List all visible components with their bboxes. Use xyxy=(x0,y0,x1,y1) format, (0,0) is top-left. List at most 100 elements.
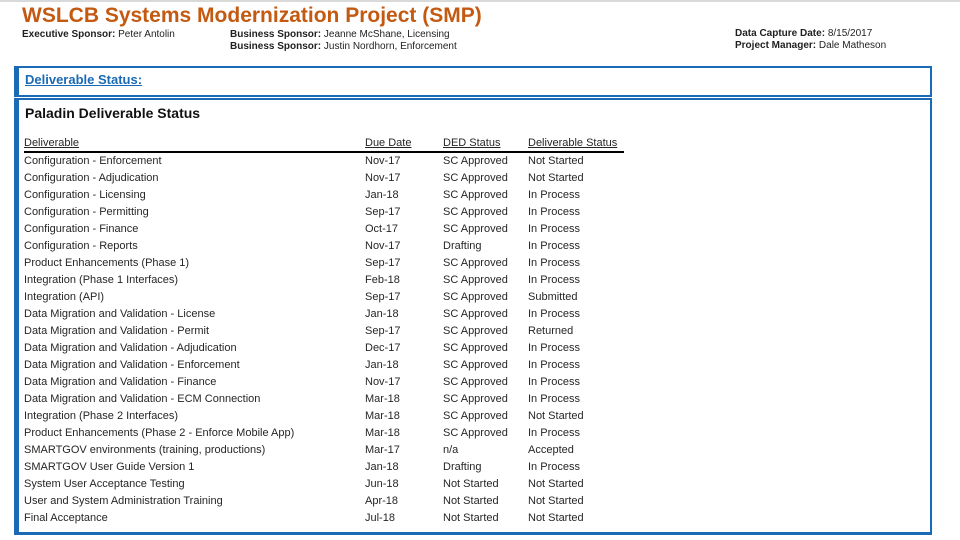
table-row: Final Acceptance Jul-18 Not Started Not Sta… xyxy=(24,509,624,526)
cell-deliverable: SMARTGOV environments (training, product… xyxy=(24,443,266,456)
business-sponsor-1-label: Business Sponsor: xyxy=(230,29,322,40)
column-header-deliverable: Deliverable xyxy=(24,133,365,153)
table-row: Data Migration and Validation - License J… xyxy=(24,305,624,322)
cell-deliverable: Configuration - Adjudication xyxy=(24,171,159,184)
cell-due-date: Nov-17 xyxy=(365,239,401,252)
cell-ded-status: Drafting xyxy=(443,239,482,252)
table-row: Configuration - Reports Nov-17 Drafting In … xyxy=(24,237,624,254)
cell-due-date: Oct-17 xyxy=(365,222,399,235)
cell-deliverable-status: Not Started xyxy=(528,155,584,167)
business-sponsor-2-value: Justin Nordhorn, Enforcement xyxy=(323,41,457,52)
project-manager-label: Project Manager: xyxy=(735,40,817,51)
cell-due-date: Jul-18 xyxy=(365,511,395,524)
cell-deliverable: Configuration - Finance xyxy=(24,222,139,235)
cell-due-date: Mar-18 xyxy=(365,392,400,405)
cell-deliverable-status: In Process xyxy=(528,426,580,439)
cell-deliverable: Data Migration and Validation - Permit xyxy=(24,324,210,337)
cell-ded-status: SC Approved xyxy=(443,341,508,354)
cell-ded-status: Not Started xyxy=(443,511,499,524)
cell-due-date: Sep-17 xyxy=(365,324,401,337)
data-capture-date-label: Data Capture Date: xyxy=(735,28,826,39)
business-sponsor-1-value: Jeanne McShane, Licensing xyxy=(323,29,450,40)
cell-deliverable: User and System Administration Training xyxy=(24,494,223,507)
cell-ded-status: SC Approved xyxy=(443,324,508,337)
cell-due-date: Jan-18 xyxy=(365,307,399,320)
table-row: Data Migration and Validation - ECM Conn… xyxy=(24,390,624,407)
cell-ded-status: SC Approved xyxy=(443,290,508,303)
cell-deliverable: Configuration - Enforcement xyxy=(24,155,162,167)
cell-ded-status: SC Approved xyxy=(443,358,508,371)
column-header-ded-status: DED Status xyxy=(443,133,528,153)
executive-sponsor-label: Executive Sponsor: xyxy=(22,29,116,40)
cell-due-date: Jan-18 xyxy=(365,188,399,201)
cell-due-date: Sep-17 xyxy=(365,256,401,269)
cell-ded-status: n/a xyxy=(443,443,459,456)
table-row: Integration (API) Sep-17 SC Approved Submit… xyxy=(24,288,624,305)
table-row: Product Enhancements (Phase 1) Sep-17 SC A… xyxy=(24,254,624,271)
cell-deliverable: Configuration - Permitting xyxy=(24,205,149,218)
cell-deliverable: Integration (Phase 1 Interfaces) xyxy=(24,273,179,286)
cell-deliverable-status: Not Started xyxy=(528,409,584,422)
data-capture-date-value: 8/15/2017 xyxy=(827,28,873,39)
cell-ded-status: Drafting xyxy=(443,460,482,473)
cell-deliverable-status: Not Started xyxy=(528,171,584,184)
cell-deliverable: Configuration - Reports xyxy=(24,239,138,252)
cell-ded-status: SC Approved xyxy=(443,205,508,218)
cell-due-date: Sep-17 xyxy=(365,290,401,303)
table-row: Configuration - Finance Oct-17 SC Approved… xyxy=(24,220,624,237)
cell-due-date: Dec-17 xyxy=(365,341,401,354)
cell-deliverable: Data Migration and Validation - Adjudica… xyxy=(24,341,237,354)
cell-deliverable-status: Not Started xyxy=(528,477,584,490)
table-row: Data Migration and Validation - Adjudica… xyxy=(24,339,624,356)
cell-deliverable: Final Acceptance xyxy=(24,511,108,524)
cell-due-date: Feb-18 xyxy=(365,273,400,286)
cell-deliverable-status: In Process xyxy=(528,222,580,235)
business-sponsor-1-line: Business Sponsor: Jeanne McShane, Licens… xyxy=(230,29,450,41)
cell-deliverable-status: In Process xyxy=(528,358,580,371)
business-sponsor-2-label: Business Sponsor: xyxy=(230,41,322,52)
cell-deliverable-status: Submitted xyxy=(528,290,578,303)
cell-due-date: Apr-18 xyxy=(365,494,399,507)
project-manager-value: Dale Matheson xyxy=(818,40,887,51)
table-row: Configuration - Permitting Sep-17 SC Appro… xyxy=(24,203,624,220)
cell-deliverable: System User Acceptance Testing xyxy=(24,477,185,490)
cell-ded-status: Not Started xyxy=(443,494,499,507)
cell-deliverable-status: In Process xyxy=(528,392,580,405)
executive-sponsor-line: Executive Sponsor: Peter Antolin xyxy=(22,29,175,41)
cell-deliverable: Configuration - Licensing xyxy=(24,188,146,201)
table-title: Paladin Deliverable Status xyxy=(25,105,201,121)
cell-due-date: Mar-17 xyxy=(365,443,400,456)
cell-deliverable-status: Not Started xyxy=(528,494,584,507)
cell-deliverable-status: In Process xyxy=(528,307,580,320)
table-row: Integration (Phase 2 Interfaces) Mar-18 SC… xyxy=(24,407,624,424)
project-manager-line: Project Manager: Dale Matheson xyxy=(735,40,886,52)
cell-deliverable: Data Migration and Validation - License xyxy=(24,307,216,320)
column-header-due-date: Due Date xyxy=(365,133,443,153)
table-row: Product Enhancements (Phase 2 - Enforce … xyxy=(24,424,624,441)
cell-deliverable-status: In Process xyxy=(528,460,580,473)
deliverable-status-heading: Deliverable Status: xyxy=(25,72,143,87)
business-sponsor-2-line: Business Sponsor: Justin Nordhorn, Enfor… xyxy=(230,41,457,53)
cell-deliverable-status: In Process xyxy=(528,188,580,201)
cell-ded-status: SC Approved xyxy=(443,375,508,388)
table-row: System User Acceptance Testing Jun-18 Not … xyxy=(24,475,624,492)
cell-ded-status: SC Approved xyxy=(443,171,508,184)
column-header-deliverable-status: Deliverable Status xyxy=(528,133,624,153)
cell-deliverable-status: In Process xyxy=(528,375,580,388)
cell-ded-status: SC Approved xyxy=(443,222,508,235)
deliverable-table: Deliverable Due Date DED Status Delivera… xyxy=(24,133,624,526)
table-row: SMARTGOV environments (training, product… xyxy=(24,441,624,458)
cell-due-date: Mar-18 xyxy=(365,409,400,422)
cell-ded-status: SC Approved xyxy=(443,426,508,439)
deliverable-status-banner: Deliverable Status: xyxy=(14,66,932,97)
cell-ded-status: SC Approved xyxy=(443,409,508,422)
cell-deliverable: Data Migration and Validation - Finance xyxy=(24,375,217,388)
slide-top-edge xyxy=(0,0,960,2)
cell-ded-status: SC Approved xyxy=(443,155,508,167)
data-capture-date-line: Data Capture Date: 8/15/2017 xyxy=(735,28,872,40)
cell-deliverable: Product Enhancements (Phase 2 - Enforce … xyxy=(24,426,295,439)
table-row: Data Migration and Validation - Enforcem… xyxy=(24,356,624,373)
table-row: SMARTGOV User Guide Version 1 Jan-18 Draft… xyxy=(24,458,624,475)
table-row: Data Migration and Validation - Permit Se… xyxy=(24,322,624,339)
